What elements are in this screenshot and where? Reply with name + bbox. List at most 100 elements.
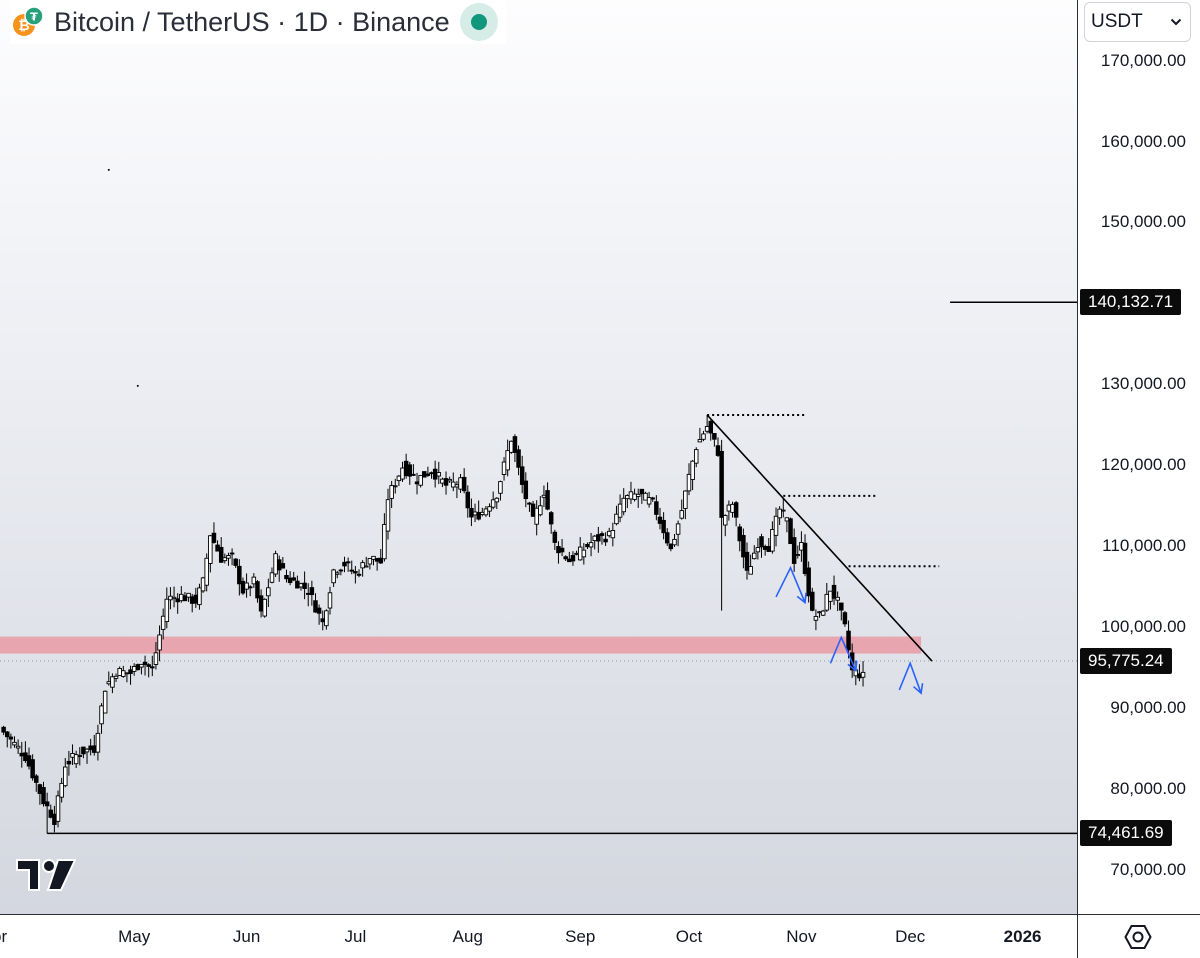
candle-body	[443, 478, 449, 486]
candle-body	[715, 445, 721, 456]
candle-body	[614, 513, 619, 525]
candle-body	[538, 505, 543, 516]
candle-body	[733, 502, 739, 518]
candle-body	[534, 507, 539, 525]
candle-body	[509, 440, 514, 453]
candle-body	[516, 449, 521, 468]
tradingview-logo-icon[interactable]	[16, 858, 77, 897]
svg-text:₿: ₿	[18, 18, 29, 34]
candle-body	[668, 543, 674, 550]
candle-body	[291, 577, 296, 581]
candle-body	[284, 575, 289, 580]
svg-text:₮: ₮	[30, 11, 38, 24]
candle-body	[295, 580, 300, 589]
candle-body	[389, 485, 394, 499]
candle-body	[396, 475, 402, 482]
candle-body	[175, 598, 180, 603]
candle-body	[208, 535, 213, 564]
price-axis[interactable]: 70,000.00 80,000.00 90,000.00 100,000.00 110…	[1077, 0, 1200, 914]
candle-body	[124, 672, 130, 675]
candle-body	[81, 746, 86, 755]
time-tick-label: Aug	[452, 927, 483, 946]
candle-body	[189, 596, 195, 604]
candle-body	[556, 546, 561, 554]
candle-body	[679, 510, 684, 519]
candle-body	[8, 736, 14, 740]
projection-arrow-head	[847, 660, 858, 673]
price-tick-label: 170,000.00	[1100, 50, 1186, 70]
candle-body	[625, 495, 630, 500]
candle-body	[465, 491, 471, 509]
candle-body	[15, 745, 21, 749]
candle-body	[570, 555, 576, 562]
hexagon-settings-icon[interactable]	[1124, 924, 1152, 955]
symbol-header[interactable]: ₿ ₮ Bitcoin / TetherUS · 1D · Binance	[10, 0, 506, 44]
candle-body	[153, 652, 159, 665]
candle-body	[139, 663, 144, 668]
candle-body	[777, 508, 782, 519]
candle-body	[99, 705, 104, 725]
candle-body	[182, 595, 188, 602]
candle-body	[5, 731, 10, 738]
candle-body	[179, 593, 184, 602]
candle-body	[273, 553, 278, 575]
candle-body	[258, 595, 264, 612]
candle-body	[784, 517, 790, 522]
candle-body	[643, 492, 648, 501]
market-open-dot-icon	[459, 3, 498, 41]
price-tick-label: 120,000.00	[1100, 455, 1186, 475]
candle-body	[654, 501, 659, 515]
candle-body	[824, 593, 830, 611]
candle-body	[226, 555, 231, 559]
price-tick-label: 130,000.00	[1100, 374, 1186, 394]
support-zone	[0, 636, 922, 654]
chart-plot-area[interactable]	[0, 0, 1077, 914]
candle-body	[360, 562, 365, 569]
candle-body	[218, 546, 224, 563]
price-label: 95,775.24	[1080, 648, 1172, 675]
projection-arrow	[775, 565, 806, 603]
candle-body	[828, 590, 833, 602]
candle-body	[266, 587, 271, 597]
candle-body	[759, 536, 764, 548]
candle-body	[737, 526, 743, 542]
time-tick-label: Dec	[895, 927, 926, 946]
price-label: 140,132.71	[1080, 289, 1182, 316]
candle-body	[276, 559, 282, 571]
candle-body	[657, 516, 663, 524]
candle-body	[592, 535, 597, 542]
candle-body	[730, 503, 735, 513]
candle-body	[407, 464, 413, 477]
currency-select[interactable]: USDT	[1084, 2, 1191, 42]
candle-body	[770, 529, 775, 552]
candle-body	[106, 681, 112, 685]
chart-canvas[interactable]	[0, 0, 1077, 914]
candle-body	[186, 592, 191, 598]
candle-body	[447, 478, 452, 482]
candle-body	[374, 557, 380, 562]
candle-body	[545, 490, 550, 510]
candle-body	[88, 745, 93, 751]
candle-body	[302, 582, 307, 589]
candle-body	[287, 577, 293, 584]
candle-body	[523, 480, 529, 500]
candle-body	[458, 477, 463, 490]
time-axis[interactable]: or May Jun Jul Aug Sep Oct Nov Dec 2026	[0, 914, 1077, 958]
candle-body	[559, 547, 565, 553]
price-tick-label: 100,000.00	[1100, 616, 1186, 636]
candle-body	[418, 475, 423, 486]
candle-body	[41, 787, 46, 805]
candle-body	[422, 471, 427, 478]
candle-body	[309, 587, 315, 596]
candle-body	[846, 630, 851, 651]
stray-dot	[136, 384, 139, 387]
axis-corner	[1077, 914, 1200, 958]
candle-body	[338, 569, 344, 572]
candle-body	[483, 508, 489, 516]
candle-body	[367, 558, 373, 565]
candle-body	[411, 473, 416, 476]
candle-body	[269, 572, 275, 583]
candle-body	[305, 592, 311, 595]
chart-title[interactable]: Bitcoin / TetherUS · 1D · Binance	[54, 6, 450, 37]
candle-body	[451, 481, 456, 488]
